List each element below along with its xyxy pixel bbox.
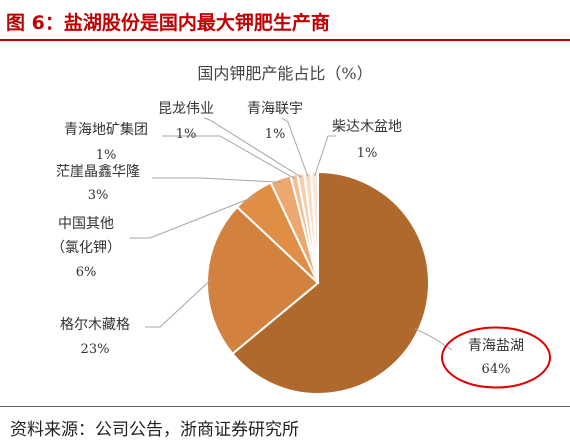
source-bar: 资料来源：公司公告，浙商证券研究所 — [0, 406, 570, 446]
slice-value-label: 23% — [81, 342, 110, 357]
source-note: 资料来源：公司公告，浙商证券研究所 — [10, 415, 299, 440]
slice-label: 昆龙伟业 — [158, 101, 214, 117]
highlight-ellipse — [442, 328, 550, 388]
slice-label: （氯化钾） — [51, 240, 121, 256]
slice-value-label: 1% — [176, 127, 197, 142]
slice-label: 青海盐湖 — [468, 338, 524, 354]
slice-label: 茫崖晶鑫华隆 — [56, 163, 140, 180]
slice-value-label: 6% — [76, 265, 97, 280]
slice-value-label: 64% — [482, 362, 511, 377]
chart-title: 国内钾肥产能占比（%） — [197, 64, 372, 83]
slice-value-label: 1% — [96, 148, 117, 163]
pie-slices — [207, 172, 429, 394]
slice-label: 青海地矿集团 — [64, 121, 148, 138]
slice-label: 格尔木藏格 — [60, 317, 130, 333]
slice-value-label: 1% — [265, 127, 286, 142]
leader-line — [204, 118, 301, 177]
leader-line — [145, 280, 211, 327]
leader-line — [315, 136, 336, 176]
pie-chart: 国内钾肥产能占比（%） 青海盐湖 64% 格尔木藏格 23% 中国其他 （氯化钾） 6% 茫崖… — [0, 0, 570, 406]
leader-line — [152, 178, 282, 182]
source-divider — [0, 406, 570, 407]
slice-label: 柴达木盆地 — [332, 119, 402, 135]
slice-value-label: 1% — [357, 146, 378, 161]
slice-label: 中国其他 — [58, 216, 114, 232]
leader-line — [162, 136, 295, 179]
slice-value-label: 3% — [88, 188, 109, 203]
slice-label: 青海联宇 — [247, 101, 303, 117]
